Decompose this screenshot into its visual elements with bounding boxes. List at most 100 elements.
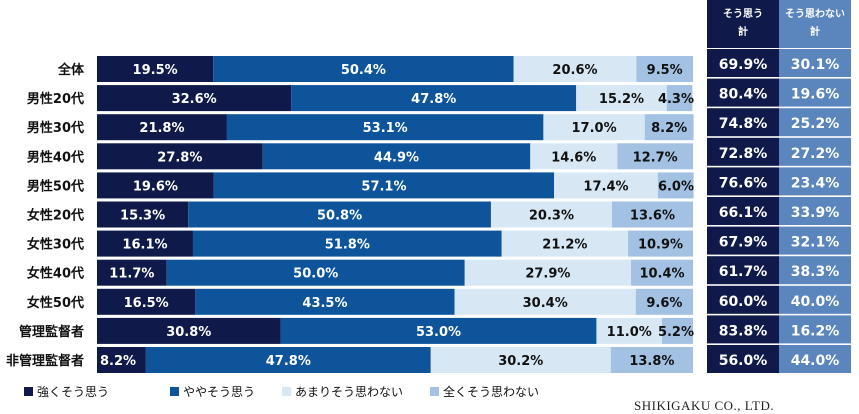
summary-value: 61.7% <box>719 264 768 280</box>
bar-segment <box>97 347 146 373</box>
legend-swatch <box>430 387 439 396</box>
data-label: 19.5% <box>133 63 178 78</box>
category-label: 男性40代 <box>27 149 84 165</box>
data-label: 30.8% <box>166 325 211 340</box>
bar-segment <box>631 259 693 286</box>
bar-segment <box>596 317 663 344</box>
category-label: 男性50代 <box>27 178 84 194</box>
category-label: 非管理監督者 <box>6 353 84 369</box>
category-label: 全体 <box>57 62 85 78</box>
summary-value: 56.0% <box>719 353 768 369</box>
data-label: 10.9% <box>638 238 683 253</box>
data-label: 5.2% <box>658 325 694 340</box>
summary-cell <box>779 345 851 373</box>
bar-segment <box>657 172 694 199</box>
data-label: 21.2% <box>542 238 587 253</box>
bar-segment <box>192 230 502 257</box>
summary-cell <box>779 137 851 166</box>
bar-segment <box>97 85 292 112</box>
summary-value: 44.0% <box>791 353 840 369</box>
summary-cell <box>707 108 779 137</box>
summary-cell <box>707 315 779 344</box>
summary-header-label: そう思う <box>723 8 763 20</box>
summary-header-label: そう思わない <box>785 8 845 20</box>
bar-segment <box>280 317 597 344</box>
legend-label: 強くそう思う <box>37 385 109 399</box>
category-label: 男性20代 <box>27 91 84 107</box>
summary-value: 83.8% <box>719 323 768 339</box>
summary-cell <box>779 108 851 137</box>
data-label: 6.0% <box>658 179 694 194</box>
bar-segment <box>644 114 694 141</box>
bar-segment <box>97 259 167 286</box>
summary-cell <box>779 78 851 107</box>
data-label: 44.9% <box>374 150 419 165</box>
summary-cell <box>779 256 851 285</box>
data-label: 20.6% <box>552 63 597 78</box>
summary-value: 40.0% <box>791 294 840 310</box>
bar-segment <box>666 85 693 112</box>
legend-swatch <box>24 387 33 396</box>
legend-label: あまりそう思わない <box>295 385 403 399</box>
summary-cell <box>707 345 779 373</box>
legend: 強くそう思う ややそう思う あまりそう思わない 全くそう思わない <box>24 384 539 399</box>
category-label: 管理監督者 <box>19 324 84 340</box>
summary-cell <box>779 285 851 314</box>
summary-value: 16.2% <box>791 323 840 339</box>
summary-cell <box>707 256 779 285</box>
data-label: 9.5% <box>647 63 683 78</box>
summary-cell <box>707 167 779 196</box>
category-labels: 全体男性20代男性30代男性40代男性50代女性20代女性30代女性40代女性5… <box>6 62 85 369</box>
bar-segment <box>97 143 263 170</box>
data-label: 47.8% <box>411 92 456 107</box>
data-label: 50.0% <box>293 267 338 282</box>
bar-segment <box>97 172 214 199</box>
legend-swatch <box>170 387 179 396</box>
category-label: 女性30代 <box>27 237 84 253</box>
legend-swatch <box>282 387 291 396</box>
bar-segment <box>611 201 693 228</box>
bar-segment <box>662 317 693 344</box>
bar-segment <box>145 347 431 373</box>
data-label: 13.8% <box>629 354 674 369</box>
data-label: 4.3% <box>658 92 694 107</box>
data-label: 14.6% <box>551 150 596 165</box>
bar-segment <box>635 288 693 315</box>
summary-value: 72.8% <box>719 146 768 162</box>
bar-segment <box>213 56 514 82</box>
bar-segment <box>454 288 636 315</box>
summary-value: 74.8% <box>719 116 768 132</box>
summary-value: 38.3% <box>791 264 840 280</box>
data-label: 32.6% <box>172 92 217 107</box>
bar-segment <box>554 172 658 199</box>
data-label: 57.1% <box>361 179 406 194</box>
summary-value: 69.9% <box>719 57 768 73</box>
data-label: 30.2% <box>498 354 543 369</box>
summary-value: 32.1% <box>791 235 840 251</box>
bar-segment <box>97 230 193 257</box>
bar-segment <box>213 172 555 199</box>
data-label: 53.1% <box>363 121 408 136</box>
category-label: 女性40代 <box>27 266 84 282</box>
data-label: 21.8% <box>139 121 184 136</box>
data-label: 27.8% <box>157 150 202 165</box>
data-label: 20.3% <box>529 209 574 224</box>
bar-segment <box>226 114 544 141</box>
legend-label: 全くそう思わない <box>443 384 539 399</box>
summary-cell <box>707 49 779 77</box>
data-label: 17.0% <box>572 121 617 136</box>
bar-segment <box>501 230 629 257</box>
summary-cell <box>707 78 779 107</box>
summary-cell <box>779 197 851 225</box>
summary-cell <box>779 167 851 196</box>
data-label: 50.4% <box>341 63 386 78</box>
summary-value: 23.4% <box>791 175 840 191</box>
bar-segment <box>543 114 645 141</box>
summary-cell <box>779 49 851 77</box>
bar-segment <box>188 201 491 228</box>
summary-cell <box>707 197 779 225</box>
data-label: 16.1% <box>122 238 167 253</box>
bar-segment <box>97 114 227 141</box>
